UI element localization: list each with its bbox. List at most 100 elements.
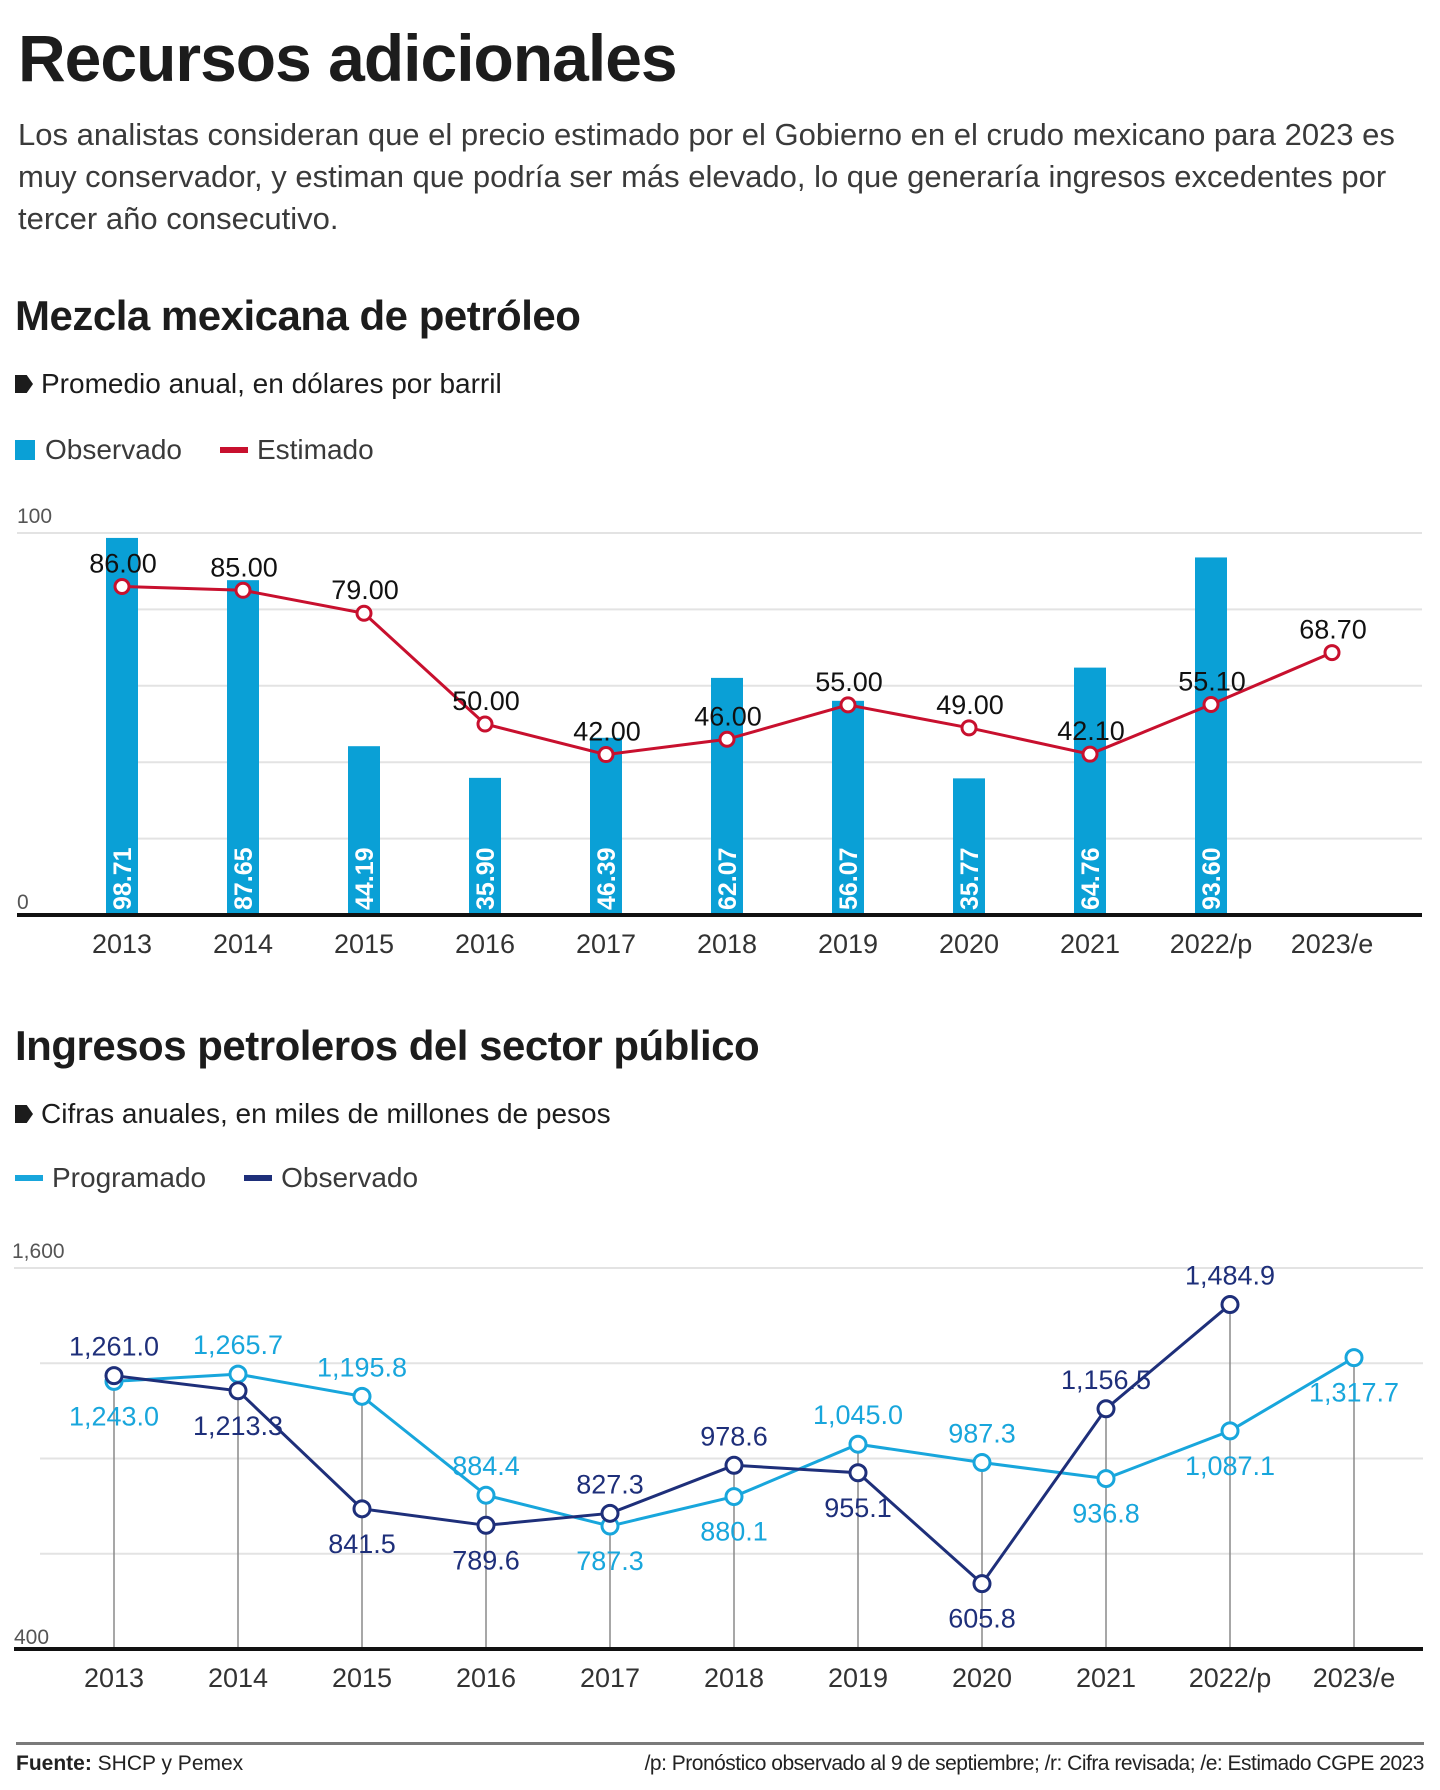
y-tick-label: 0 [17, 891, 29, 914]
point-observado [104, 1366, 124, 1386]
x-tick-label: 2020 [952, 1663, 1012, 1693]
bar-observado [832, 700, 864, 915]
bar-value-label: 56.07 [835, 847, 863, 910]
legend-swatch-line-icon [15, 1175, 43, 1181]
point-label-programado: 880.1 [700, 1517, 768, 1547]
point-observado [476, 1515, 496, 1535]
point-label-observado: 978.6 [700, 1421, 768, 1451]
bar-value-label: 46.39 [593, 847, 621, 910]
page-title: Recursos adicionales [18, 21, 678, 95]
point-label-programado: 1,317.7 [1309, 1378, 1399, 1408]
point-label-programado: 1,243.0 [69, 1401, 159, 1431]
intro-paragraph: Los analistas consideran que el precio e… [18, 117, 1395, 236]
point-observado [352, 1499, 372, 1519]
point-programado [1220, 1421, 1240, 1441]
point-label-observado: 1,156.5 [1061, 1365, 1151, 1395]
chart1-subtitle: Promedio anual, en dólares por barril [15, 368, 502, 400]
bar-value-label: 64.76 [1077, 847, 1105, 910]
x-tick-label: 2021 [1060, 929, 1120, 959]
point-observado [1220, 1295, 1240, 1315]
point-programado [1096, 1469, 1116, 1489]
chart1-subtitle-text: Promedio anual, en dólares por barril [41, 368, 502, 399]
bar-observado [106, 537, 138, 915]
legend-item-estimado: Estimado [219, 434, 374, 466]
source-value: SHCP y Pemex [97, 1752, 244, 1775]
point-estimado [839, 696, 857, 714]
point-estimado [1081, 745, 1099, 763]
x-tick-label: 2023/e [1313, 1663, 1396, 1693]
point-label-observado: 1,261.0 [69, 1332, 159, 1362]
point-label-observado: 955.1 [824, 1493, 892, 1523]
x-tick-label: 2020 [939, 929, 999, 959]
chart2-title: Ingresos petroleros del sector público [15, 1022, 760, 1069]
subtitle-marker-icon [15, 375, 33, 393]
point-label-programado: 884.4 [452, 1451, 520, 1481]
bar-observado [348, 746, 380, 915]
x-tick-label: 2016 [455, 929, 515, 959]
point-label-programado: 1,265.7 [193, 1330, 283, 1360]
legend-swatch-square-icon [15, 440, 35, 460]
x-tick-label: 2014 [213, 929, 273, 959]
legend-item-observado: Observado [15, 434, 182, 466]
point-programado [1344, 1348, 1364, 1368]
point-estimado [355, 604, 373, 622]
point-estimado [960, 719, 978, 737]
point-observado [228, 1381, 248, 1401]
point-estimado [597, 746, 615, 764]
bar-value-label: 44.19 [351, 847, 379, 910]
point-estimado [476, 715, 494, 733]
bar-value-label: 93.60 [1198, 847, 1226, 910]
y-tick-label: 400 [14, 1626, 49, 1649]
y-tick-label: 1,600 [12, 1240, 65, 1263]
x-tick-label: 2019 [818, 929, 878, 959]
x-tick-label: 2013 [92, 929, 152, 959]
chart2-oil-revenue: 1,600 400 1,243.0 1,265.7 1,195.8 884.4 787.3 8… [12, 1240, 1423, 1693]
bar-observado [953, 778, 985, 915]
bar-value-label: 98.71 [109, 847, 137, 910]
point-label-observado: 789.6 [452, 1545, 520, 1575]
point-label-estimado: 55.10 [1178, 667, 1246, 697]
bar-value-label: 62.07 [714, 847, 742, 910]
legend-item-programado: Programado [15, 1162, 206, 1194]
point-programado [352, 1386, 372, 1406]
point-programado [724, 1487, 744, 1507]
point-label-estimado: 42.00 [573, 717, 641, 747]
x-tick-label: 2013 [84, 1663, 144, 1693]
point-label-programado: 1,195.8 [317, 1352, 407, 1382]
legend-label: Estimado [256, 434, 374, 465]
point-estimado [113, 577, 131, 595]
x-tick-label: 2017 [580, 1663, 640, 1693]
footer-source: Fuente: SHCP y Pemex [16, 1752, 243, 1776]
x-tick-label: 2016 [456, 1663, 516, 1693]
x-tick-label: 2021 [1076, 1663, 1136, 1693]
chart1-legend: Observado Estimado [15, 434, 412, 466]
point-label-estimado: 42.10 [1057, 716, 1125, 746]
point-label-observado: 605.8 [948, 1604, 1016, 1634]
chart2-subtitle-text: Cifras anuales, en miles de millones de … [41, 1098, 611, 1129]
legend-label: Programado [52, 1162, 207, 1193]
point-observado [724, 1455, 744, 1475]
x-tick-label: 2018 [697, 929, 757, 959]
footer-notes: /p: Pronóstico observado al 9 de septiem… [644, 1752, 1425, 1775]
point-label-estimado: 49.00 [936, 690, 1004, 720]
point-label-estimado: 86.00 [89, 548, 157, 578]
point-label-observado: 1,213.3 [193, 1411, 283, 1441]
point-label-observado: 827.3 [576, 1469, 644, 1499]
legend-swatch-line-icon [219, 447, 248, 453]
bar-value-label: 87.65 [230, 847, 258, 910]
x-tick-label: 2023/e [1291, 929, 1374, 959]
point-estimado [718, 730, 736, 748]
point-observado [600, 1503, 620, 1523]
point-programado [476, 1485, 496, 1505]
source-label: Fuente: [16, 1752, 92, 1775]
x-tick-label: 2018 [704, 1663, 764, 1693]
point-label-programado: 787.3 [576, 1546, 644, 1576]
point-programado [972, 1453, 992, 1473]
point-estimado [1323, 644, 1341, 662]
point-label-estimado: 50.00 [452, 686, 520, 716]
bar-value-label: 35.77 [956, 847, 984, 910]
chart1-title: Mezcla mexicana de petróleo [15, 292, 581, 339]
bar-observado [1074, 667, 1106, 915]
point-observado [848, 1463, 868, 1483]
footer-divider [16, 1742, 1424, 1745]
